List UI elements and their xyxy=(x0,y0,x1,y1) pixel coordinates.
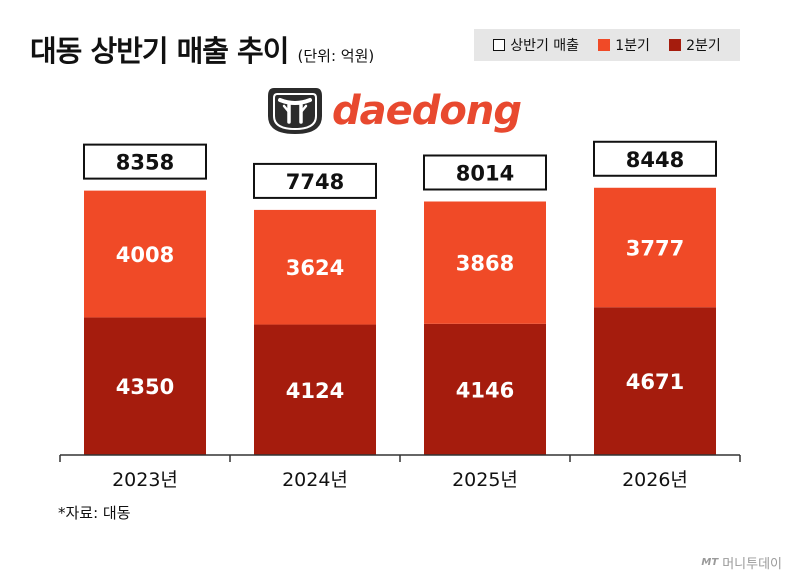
legend-label-q1: 1분기 xyxy=(615,38,650,54)
bar-q1-2 xyxy=(424,201,546,324)
bar-q2-0 xyxy=(84,317,206,455)
legend-swatch-total xyxy=(493,39,506,51)
legend-item-q2: 2분기 xyxy=(669,35,721,55)
bar-label-q1-2: 3868 xyxy=(456,252,514,276)
bar-label-q1-0: 4008 xyxy=(116,243,174,267)
stacked-bar-chart: 4350 4008 8358 2023년 4124 3624 7748 2024년 4146 38… xyxy=(59,140,741,491)
x-tick-label-2: 2025년 xyxy=(452,469,518,491)
bar-q1-1 xyxy=(254,209,376,325)
company-logo: daedong xyxy=(266,86,522,136)
total-box-3 xyxy=(593,140,717,177)
total-box-1 xyxy=(253,162,377,199)
bar-label-q2-0: 4350 xyxy=(116,375,174,399)
total-box-2 xyxy=(423,154,547,191)
total-label-3: 8448 xyxy=(626,148,684,172)
source-note: *자료: 대동 xyxy=(58,504,131,522)
legend-item-total: 상반기 매출 xyxy=(493,35,579,55)
bar-q2-1 xyxy=(254,324,376,455)
legend-item-q1: 1분기 xyxy=(598,35,650,55)
bar-q2-3 xyxy=(594,307,716,455)
x-tick-label-1: 2024년 xyxy=(282,469,348,491)
bar-q1-3 xyxy=(594,187,716,308)
chart-title: 대동 상반기 매출 추이 (단위: 억원) xyxy=(30,28,374,70)
watermark-text: 머니투데이 xyxy=(722,557,782,572)
legend-swatch-q1 xyxy=(598,39,611,51)
legend-swatch-q2 xyxy=(669,39,682,51)
total-label-1: 7748 xyxy=(286,170,344,194)
bar-label-q2-3: 4671 xyxy=(626,370,684,394)
bar-label-q1-1: 3624 xyxy=(286,256,344,280)
legend-label-total: 상반기 매출 xyxy=(510,38,580,54)
bar-q2-2 xyxy=(424,323,546,455)
bar-label-q1-3: 3777 xyxy=(626,237,684,261)
watermark-mark: MT xyxy=(701,557,719,568)
bar-label-q2-2: 4146 xyxy=(456,378,514,402)
chart-title-text: 대동 상반기 매출 추이 xyxy=(30,34,289,68)
total-box-0 xyxy=(83,143,207,180)
bar-q1-0 xyxy=(84,190,206,318)
publisher-watermark: MT 머니투데이 xyxy=(701,553,782,572)
total-label-0: 8358 xyxy=(116,151,174,175)
chart-unit: (단위: 억원) xyxy=(297,47,375,65)
bar-label-q2-1: 4124 xyxy=(286,379,344,403)
x-tick-label-0: 2023년 xyxy=(112,469,178,491)
x-tick-label-3: 2026년 xyxy=(622,469,688,491)
legend: 상반기 매출 1분기 2분기 xyxy=(474,29,740,61)
total-label-2: 8014 xyxy=(456,161,514,185)
legend-label-q2: 2분기 xyxy=(686,38,721,54)
logo-wordmark: daedong xyxy=(332,88,522,134)
logo-emblem-icon xyxy=(268,88,322,134)
